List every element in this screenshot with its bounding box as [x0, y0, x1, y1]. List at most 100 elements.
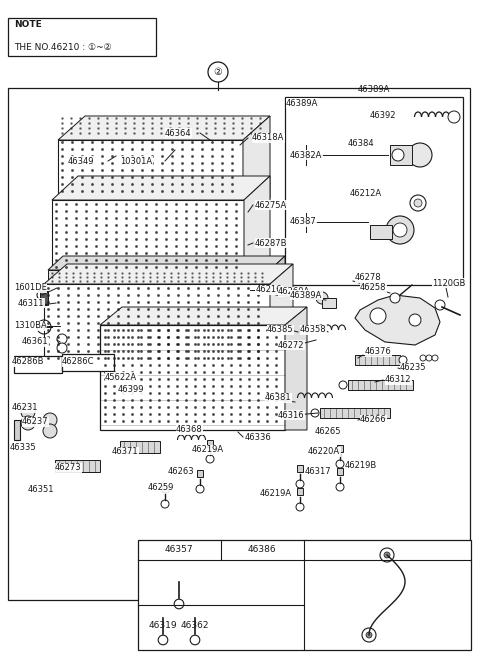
Circle shape: [57, 334, 67, 344]
Text: 46286B: 46286B: [12, 358, 45, 367]
Text: 46258: 46258: [360, 284, 386, 293]
Circle shape: [37, 320, 51, 334]
Text: 1310BA: 1310BA: [14, 322, 47, 331]
Circle shape: [432, 355, 438, 361]
Text: 46316: 46316: [278, 411, 305, 419]
Text: 46392: 46392: [370, 111, 396, 119]
Text: 46219A: 46219A: [192, 445, 224, 455]
Text: 46216: 46216: [256, 286, 283, 295]
Text: 46371: 46371: [112, 447, 139, 457]
Circle shape: [336, 483, 344, 491]
Text: 46364: 46364: [165, 128, 192, 138]
Circle shape: [296, 480, 304, 488]
Bar: [197, 470, 203, 477]
Polygon shape: [52, 176, 270, 200]
Circle shape: [43, 413, 57, 427]
Text: 46385: 46385: [267, 326, 294, 335]
Circle shape: [384, 552, 390, 558]
Bar: [8, 18, 156, 56]
Circle shape: [316, 292, 328, 304]
Text: 46312: 46312: [385, 375, 411, 384]
Polygon shape: [270, 256, 285, 284]
Circle shape: [370, 308, 386, 324]
Circle shape: [386, 216, 414, 244]
Polygon shape: [44, 264, 293, 284]
Circle shape: [161, 500, 169, 508]
Circle shape: [366, 632, 372, 638]
Text: 46219A: 46219A: [260, 489, 292, 498]
Bar: [207, 440, 213, 447]
Bar: [285, 97, 463, 285]
Text: 46399: 46399: [118, 386, 144, 394]
Bar: [8, 88, 470, 600]
Text: 46219B: 46219B: [345, 460, 377, 470]
Text: 46335: 46335: [10, 443, 36, 453]
Bar: [52, 200, 244, 270]
Circle shape: [426, 355, 432, 361]
Circle shape: [339, 381, 347, 389]
Text: 46319: 46319: [149, 620, 177, 629]
Circle shape: [399, 356, 407, 364]
Bar: [337, 445, 343, 452]
Text: 46287B: 46287B: [255, 238, 288, 248]
Text: 46351: 46351: [28, 485, 55, 495]
Bar: [162, 485, 168, 492]
Text: 46259: 46259: [148, 483, 174, 493]
Text: 46273: 46273: [55, 464, 82, 472]
Text: 46386: 46386: [248, 546, 276, 555]
Text: NOTE: NOTE: [14, 20, 42, 29]
Text: 1120GB: 1120GB: [432, 278, 466, 288]
Text: 46263: 46263: [168, 468, 194, 476]
Text: 10301A: 10301A: [120, 157, 152, 166]
Text: 46260A: 46260A: [278, 288, 310, 297]
Circle shape: [448, 111, 460, 123]
Text: 46220A: 46220A: [308, 447, 340, 457]
Text: 46265: 46265: [315, 428, 341, 436]
Circle shape: [390, 293, 400, 303]
Text: 46389A: 46389A: [286, 98, 318, 107]
Bar: [297, 465, 303, 472]
Text: 46384: 46384: [348, 138, 374, 147]
Text: 46376: 46376: [365, 348, 392, 356]
Text: 46275A: 46275A: [255, 200, 287, 210]
Text: 46266: 46266: [360, 415, 386, 424]
Text: ②: ②: [214, 67, 222, 77]
Bar: [120, 441, 160, 453]
Text: 46272: 46272: [278, 341, 304, 350]
Text: 46381: 46381: [265, 394, 292, 403]
Circle shape: [408, 143, 432, 167]
Polygon shape: [355, 295, 440, 345]
Circle shape: [414, 199, 422, 207]
Bar: [14, 420, 20, 440]
Circle shape: [21, 416, 35, 430]
Circle shape: [380, 548, 394, 562]
Circle shape: [311, 409, 319, 417]
Text: 46361: 46361: [22, 337, 48, 346]
Bar: [58, 140, 243, 198]
Circle shape: [57, 343, 67, 353]
Polygon shape: [285, 307, 307, 430]
Text: 46368: 46368: [176, 426, 203, 434]
Text: 46389A: 46389A: [358, 85, 390, 94]
Text: 46357: 46357: [165, 546, 193, 555]
Circle shape: [196, 485, 204, 493]
Text: 46362: 46362: [181, 620, 209, 629]
Text: 46237: 46237: [22, 417, 48, 426]
Circle shape: [420, 355, 426, 361]
Circle shape: [435, 300, 445, 310]
Bar: [44, 284, 270, 362]
Bar: [390, 145, 412, 165]
Bar: [55, 460, 100, 472]
Polygon shape: [58, 116, 270, 140]
Text: 46336: 46336: [245, 432, 272, 441]
Bar: [138, 540, 471, 650]
Text: 46231: 46231: [12, 403, 38, 413]
Circle shape: [296, 503, 304, 511]
Circle shape: [392, 149, 404, 161]
Circle shape: [190, 635, 200, 645]
Bar: [62, 354, 114, 371]
Bar: [355, 355, 400, 365]
Circle shape: [158, 635, 168, 645]
Polygon shape: [243, 116, 270, 198]
Text: 46311: 46311: [18, 299, 45, 307]
